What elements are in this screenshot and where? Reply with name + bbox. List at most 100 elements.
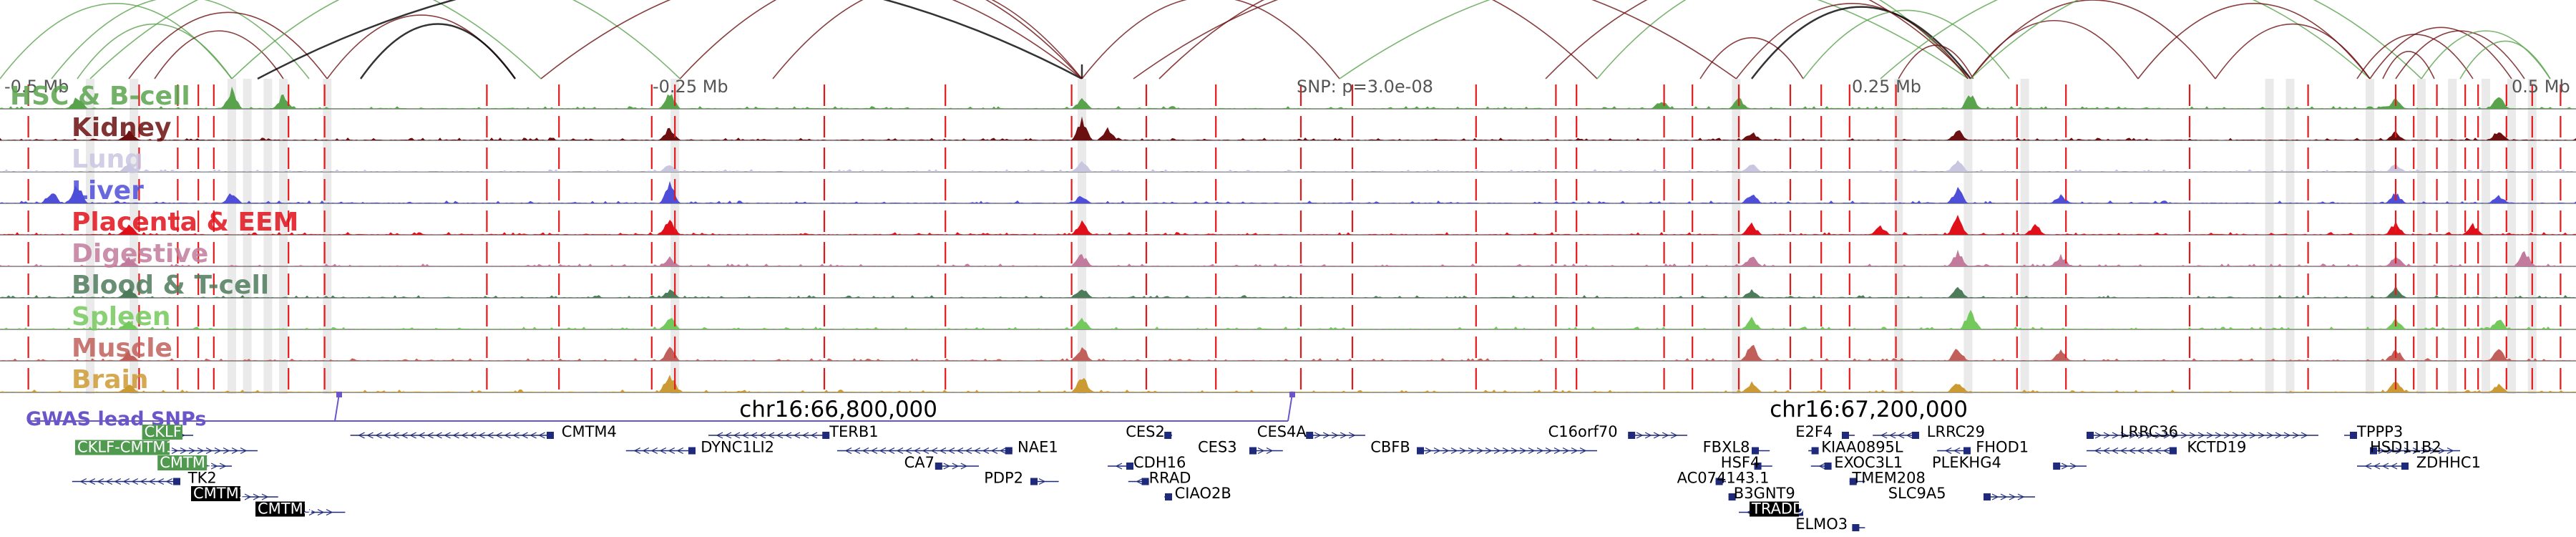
peak-highlight [2285,79,2295,394]
gene-kiaa0895l[interactable]: KIAA0895L [1808,439,1903,456]
gene-cdh16[interactable]: CDH16 [1108,454,1186,471]
strand-arrow [810,432,818,439]
gene-kctd19[interactable]: KCTD19 [2087,439,2246,456]
strand-arrow [2206,432,2214,439]
strand-arrow [1331,432,1339,439]
gene-slc9a5[interactable]: SLC9A5 [1888,485,2035,502]
gene-cmtm3[interactable]: CMTM3 [255,500,346,518]
gene-tk2[interactable]: TK2 [72,470,217,487]
variant-markers [27,84,2562,390]
loop-arc [1802,9,2010,79]
gene-fbxl8[interactable]: FBXL8 [1703,439,1770,456]
gwas-snp-stem [1287,393,1293,422]
gene-ces3[interactable]: CES3 [1198,439,1283,456]
gene-lrrc36[interactable]: LRRC36 [2087,423,2318,440]
gene-cklf[interactable]: CKLF [142,423,193,440]
track-hsc [0,86,2576,110]
loop-arc [89,0,542,79]
loop-arc [2459,40,2551,79]
signal-digestive [0,249,2576,266]
gene-exon [1752,447,1759,455]
loop-arc [359,23,517,79]
gene-cklf-cmtm1[interactable]: CKLF-CMTM1 [75,439,258,456]
strand-arrow [2094,432,2102,439]
gene-cbfb[interactable]: CBFB [1370,439,1597,456]
strand-arrow [1115,463,1123,470]
strand-arrow [1493,447,1501,455]
gene-zdhhc1[interactable]: ZDHHC1 [2357,454,2481,471]
gene-label-bg [1750,501,1799,517]
track-placenta [0,215,2576,236]
loop-arc [1970,0,2422,79]
gene-terb1[interactable]: TERB1 [708,423,879,440]
gene-label: TRADD [1751,500,1804,518]
gene-exon [1754,463,1762,470]
gene-nae1[interactable]: NAE1 [837,439,1058,456]
strand-arrow [2232,432,2240,439]
gene-tppp3[interactable]: TPPP3 [2344,423,2403,440]
gene-cmtm4[interactable]: CMTM4 [350,423,617,440]
gene-elmo3[interactable]: ELMO3 [1795,516,1865,533]
strand-arrow [2103,432,2111,439]
gene-lrrc29[interactable]: LRRC29 [1873,423,1985,440]
loop-arc [154,30,284,79]
gene-b3gnt9[interactable]: B3GNT9 [1728,485,1795,502]
gene-fhod1[interactable]: FHOD1 [1937,439,2029,456]
gene-exon [1912,432,1919,439]
gene-ciao2b[interactable]: CIAO2B [1164,485,1231,502]
track-brain [0,374,2576,393]
gene-dync1li2[interactable]: DYNC1LI2 [625,439,774,456]
strand-arrow [261,493,269,500]
gene-ces2[interactable]: CES2 [1126,423,1172,440]
strand-arrow [358,432,365,439]
strand-arrow [1528,447,1536,455]
strand-arrow [2137,447,2145,455]
strand-arrow [2146,432,2154,439]
gene-hsf4[interactable]: HSF4 [1721,454,1772,471]
loop-arc [1081,0,1340,79]
gene-exon [1306,432,1314,439]
signal-lung [0,160,2576,172]
gene-rrad[interactable]: RRAD [1128,470,1191,487]
gene-pdp2[interactable]: PDP2 [984,470,1059,487]
strand-arrow [240,447,248,455]
peak-highlight [2020,79,2029,394]
strand-arrow [231,447,239,455]
strand-arrow [2163,432,2171,439]
gene-hsd11b2[interactable]: HSD11B2 [2370,439,2460,456]
strand-arrow [716,432,723,439]
track-muscle [0,344,2576,362]
gene-label: CMTM2 [193,485,248,502]
gene-exon [1165,493,1172,500]
gene-tmem208[interactable]: TMEM208 [1849,470,1926,487]
gene-ces4a[interactable]: CES4A [1257,423,1365,440]
strand-arrow [2000,493,2008,500]
gene-cmtm2[interactable]: CMTM2 [191,485,278,502]
strand-arrow [896,447,904,455]
gene-ac074143-1[interactable]: AC074143.1 [1677,470,1770,487]
gene-label: KIAA0895L [1821,439,1903,456]
gene-label: CMTM4 [562,423,617,440]
track-digestive [0,249,2576,267]
gene-ca7[interactable]: CA7 [904,454,979,471]
loop-arc [1751,6,1971,79]
strand-arrow [2240,432,2248,439]
gene-e2f4[interactable]: E2F4 [1795,423,1855,440]
loop-arc [2369,26,2512,79]
gene-plekhg4[interactable]: PLEKHG4 [1932,454,2087,471]
gene-label: ZDHHC1 [2416,454,2481,471]
strand-arrow [2258,432,2265,439]
gene-tradd[interactable]: TRADD [1739,500,1804,518]
loop-arc [1699,37,1804,79]
strand-arrow [2412,447,2420,455]
peak-highlight [243,79,252,394]
strand-arrow [512,432,519,439]
gene-label: LRRC36 [2120,423,2178,440]
gene-exoc3l1[interactable]: EXOC3L1 [1810,454,1903,471]
gene-c16orf70[interactable]: C16orf70 [1548,423,1687,440]
axis-label-left: -0.5 Mb [4,77,69,97]
gene-cmtm1[interactable]: CMTM1 [157,454,232,471]
strand-arrow [2275,432,2283,439]
track-lung [0,160,2576,173]
loop-arc [2356,34,2474,79]
